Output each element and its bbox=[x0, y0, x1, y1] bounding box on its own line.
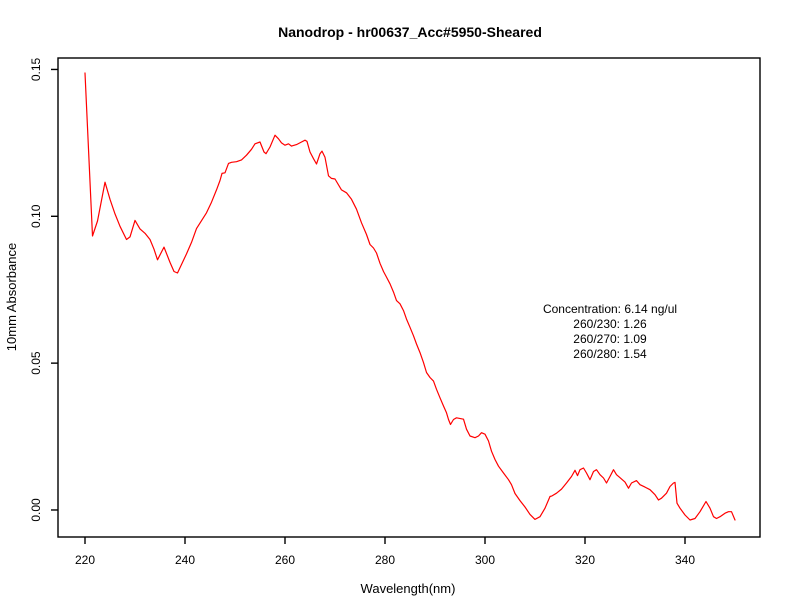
y-axis: 0.00 0.05 0.10 0.15 bbox=[29, 57, 58, 522]
y-tick-label: 0.00 bbox=[29, 498, 43, 522]
x-tick-label: 240 bbox=[175, 553, 195, 567]
y-tick-label: 0.05 bbox=[29, 351, 43, 375]
absorbance-curve bbox=[84, 72, 736, 521]
annotation-ratio: 260/230: 1.26 bbox=[573, 317, 647, 331]
x-tick-label: 260 bbox=[275, 553, 295, 567]
x-axis: 220 240 260 280 300 320 340 bbox=[75, 537, 695, 567]
annotation-ratio: 260/280: 1.54 bbox=[573, 347, 647, 361]
x-tick-label: 320 bbox=[575, 553, 595, 567]
chart-title: Nanodrop - hr00637_Acc#5950-Sheared bbox=[278, 24, 542, 40]
plot-box bbox=[57, 57, 761, 538]
y-tick-label: 0.10 bbox=[29, 204, 43, 228]
x-axis-label: Wavelength(nm) bbox=[361, 581, 456, 596]
annotation-concentration: Concentration: 6.14 ng/ul bbox=[543, 302, 677, 316]
x-tick-label: 280 bbox=[375, 553, 395, 567]
x-tick-label: 340 bbox=[675, 553, 695, 567]
x-tick-label: 300 bbox=[475, 553, 495, 567]
annotation-ratio: 260/270: 1.09 bbox=[573, 332, 647, 346]
y-axis-label: 10mm Absorbance bbox=[4, 243, 19, 351]
x-tick-label: 220 bbox=[75, 553, 95, 567]
y-tick-label: 0.15 bbox=[29, 57, 43, 81]
